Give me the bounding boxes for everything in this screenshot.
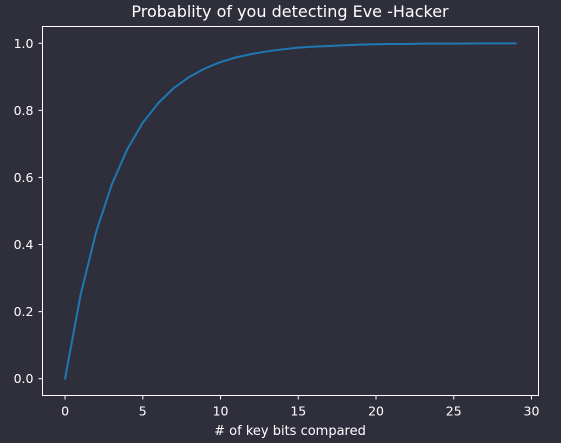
x-tick-label: 20 — [368, 404, 384, 419]
y-tick-label: 0.2 — [14, 304, 34, 319]
x-tick-label: 5 — [139, 404, 147, 419]
x-axis: 0 5 10 15 20 25 30 — [61, 395, 540, 419]
y-tick-label: 0.8 — [14, 103, 34, 118]
chart-title: Probablity of you detecting Eve -Hacker — [131, 2, 449, 21]
y-tick-label: 0.6 — [14, 170, 34, 185]
series-group — [64, 42, 517, 380]
x-tick-label: 10 — [213, 404, 229, 419]
y-tick-label: 0.0 — [14, 371, 34, 386]
x-tick-label: 30 — [524, 404, 540, 419]
y-axis: 0.0 0.2 0.4 0.6 0.8 1.0 — [14, 36, 43, 386]
plot-frame — [42, 26, 539, 396]
series-line — [64, 42, 517, 380]
x-axis-label: # of key bits compared — [214, 424, 366, 439]
x-tick-label: 25 — [446, 404, 462, 419]
x-tick-label: 15 — [290, 404, 306, 419]
y-tick-label: 0.4 — [14, 237, 34, 252]
y-tick-label: 1.0 — [14, 36, 34, 51]
x-tick-label: 0 — [61, 404, 69, 419]
